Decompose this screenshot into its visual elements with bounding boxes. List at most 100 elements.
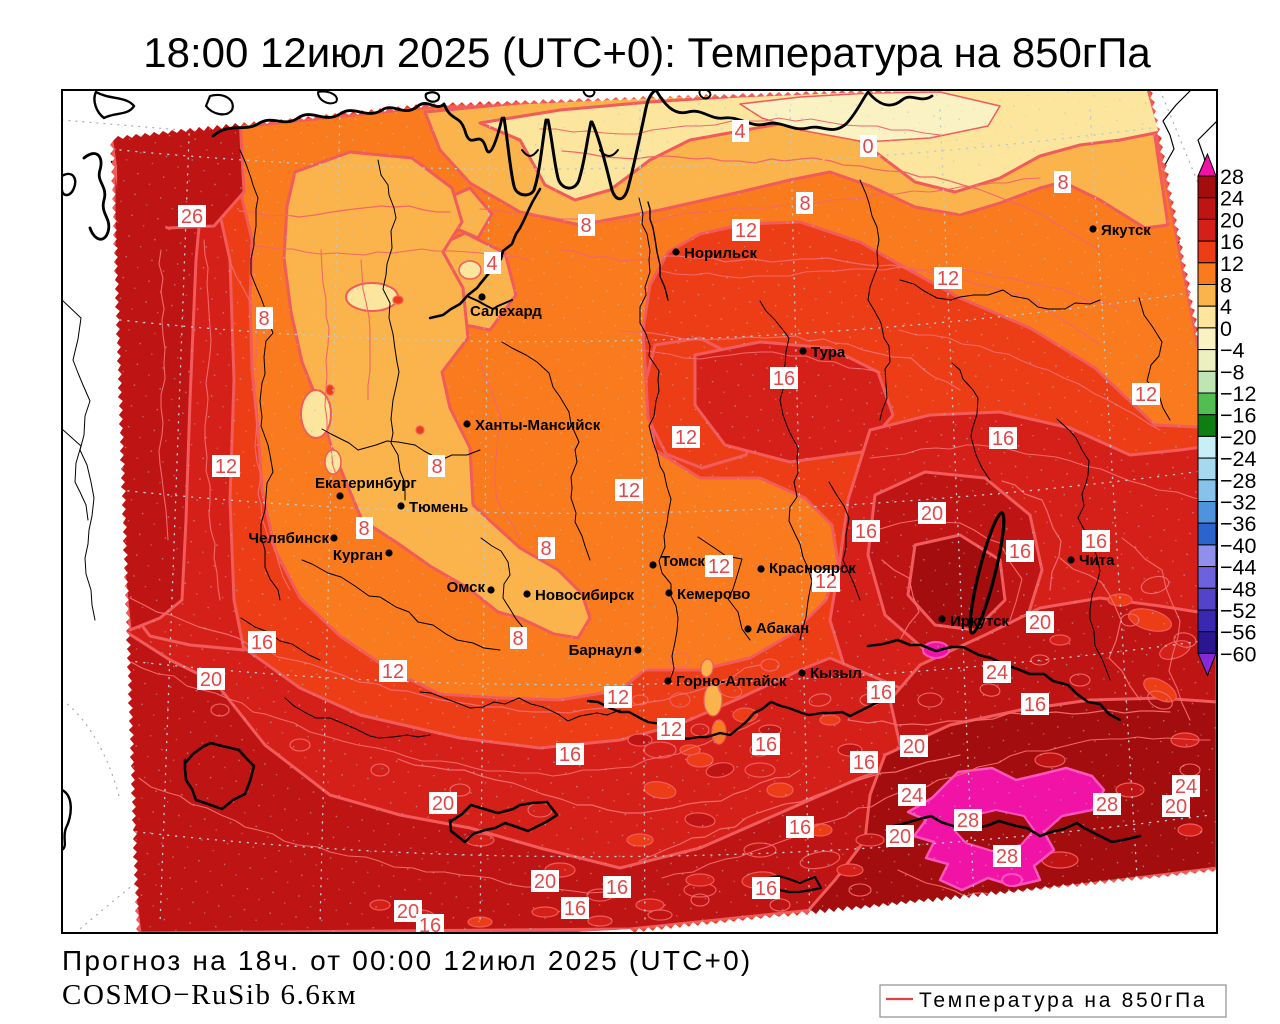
svg-text:−36: −36 (1220, 512, 1257, 536)
svg-text:20: 20 (432, 793, 454, 815)
svg-text:12: 12 (607, 687, 629, 709)
svg-text:16: 16 (789, 817, 811, 839)
svg-text:4: 4 (734, 121, 745, 143)
svg-text:−12: −12 (1220, 382, 1256, 406)
svg-text:12: 12 (660, 719, 682, 741)
svg-text:16: 16 (1024, 694, 1046, 716)
svg-text:−32: −32 (1220, 491, 1256, 515)
svg-text:28: 28 (1096, 794, 1118, 816)
svg-text:−16: −16 (1220, 404, 1257, 428)
svg-text:8: 8 (540, 538, 551, 560)
svg-text:−40: −40 (1220, 534, 1257, 558)
svg-text:Ханты-Мансийск: Ханты-Мансийск (475, 417, 601, 434)
svg-text:28: 28 (996, 846, 1018, 868)
svg-text:20: 20 (534, 871, 556, 893)
svg-text:0: 0 (862, 136, 873, 158)
svg-text:Норильск: Норильск (684, 245, 757, 262)
svg-text:28: 28 (957, 810, 979, 832)
svg-text:8: 8 (358, 518, 369, 540)
svg-text:24: 24 (1175, 776, 1197, 798)
svg-text:12: 12 (937, 268, 959, 290)
svg-text:Иркутск: Иркутск (950, 613, 1009, 630)
svg-text:8: 8 (1220, 274, 1232, 298)
svg-text:12: 12 (215, 456, 237, 478)
svg-text:Прогноз на 18ч. от 00:00 12июл: Прогноз на 18ч. от 00:00 12июл 2025 (UTC… (62, 945, 752, 976)
svg-text:Чита: Чита (1079, 552, 1115, 569)
svg-text:24: 24 (986, 662, 1008, 684)
svg-text:16: 16 (606, 877, 628, 899)
svg-text:8: 8 (258, 308, 269, 330)
svg-text:Омск: Омск (447, 579, 486, 596)
svg-text:20: 20 (200, 669, 222, 691)
svg-text:−60: −60 (1220, 642, 1257, 666)
svg-text:12: 12 (675, 427, 697, 449)
svg-text:20: 20 (1165, 796, 1187, 818)
svg-text:Тура: Тура (811, 344, 846, 361)
svg-text:−20: −20 (1220, 425, 1257, 449)
svg-text:16: 16 (855, 521, 877, 543)
svg-text:Температура на 850гПа: Температура на 850гПа (919, 989, 1207, 1012)
svg-text:Челябинск: Челябинск (248, 530, 329, 547)
svg-text:COSMO−RuSib 6.6км: COSMO−RuSib 6.6км (62, 979, 357, 1011)
svg-text:−28: −28 (1220, 469, 1257, 493)
svg-text:Горно-Алтайск: Горно-Алтайск (676, 673, 787, 690)
svg-text:8: 8 (799, 193, 810, 215)
svg-text:16: 16 (1085, 531, 1107, 553)
svg-text:Барнаул: Барнаул (569, 642, 632, 659)
svg-text:16: 16 (755, 734, 777, 756)
svg-text:8: 8 (431, 456, 442, 478)
svg-text:16: 16 (755, 878, 777, 900)
svg-text:16: 16 (870, 682, 892, 704)
svg-text:Абакан: Абакан (756, 620, 809, 637)
svg-text:24: 24 (901, 785, 923, 807)
svg-text:−24: −24 (1220, 447, 1257, 471)
svg-text:12: 12 (1135, 384, 1157, 406)
svg-text:24: 24 (1220, 187, 1244, 211)
svg-text:−48: −48 (1220, 577, 1257, 601)
svg-text:12: 12 (815, 571, 837, 593)
svg-text:16: 16 (992, 428, 1014, 450)
svg-text:16: 16 (1009, 541, 1031, 563)
svg-text:4: 4 (1220, 295, 1232, 319)
svg-text:20: 20 (921, 503, 943, 525)
svg-text:8: 8 (512, 628, 523, 650)
svg-text:16: 16 (1220, 230, 1244, 254)
svg-text:0: 0 (1220, 317, 1232, 341)
svg-text:20: 20 (889, 826, 911, 848)
svg-text:Екатеринбург: Екатеринбург (315, 475, 417, 492)
svg-text:20: 20 (1029, 612, 1051, 634)
svg-text:Тюмень: Тюмень (409, 499, 468, 516)
svg-text:16: 16 (559, 744, 581, 766)
svg-text:16: 16 (251, 632, 273, 654)
svg-text:−52: −52 (1220, 599, 1256, 623)
svg-text:Салехард: Салехард (470, 303, 542, 320)
svg-text:16: 16 (564, 898, 586, 920)
svg-text:8: 8 (1057, 172, 1068, 194)
svg-text:Якутск: Якутск (1101, 222, 1151, 239)
svg-text:4: 4 (486, 253, 497, 275)
svg-text:20: 20 (1220, 208, 1244, 232)
svg-text:26: 26 (181, 206, 203, 228)
svg-text:Курган: Курган (333, 547, 383, 564)
svg-text:−8: −8 (1220, 360, 1245, 384)
svg-text:12: 12 (618, 480, 640, 502)
svg-text:Кызыл: Кызыл (810, 665, 862, 682)
svg-text:−4: −4 (1220, 339, 1245, 363)
svg-text:20: 20 (397, 901, 419, 923)
svg-text:Новосибирск: Новосибирск (535, 587, 635, 604)
svg-text:−44: −44 (1220, 556, 1257, 580)
svg-text:28: 28 (1220, 165, 1244, 189)
svg-text:16: 16 (773, 368, 795, 390)
svg-text:16: 16 (419, 915, 441, 937)
svg-text:16: 16 (853, 752, 875, 774)
svg-text:Томск: Томск (661, 553, 705, 570)
svg-text:8: 8 (580, 215, 591, 237)
svg-text:18:00 12июл 2025 (UTC+0): Темп: 18:00 12июл 2025 (UTC+0): Температура на… (143, 29, 1151, 76)
svg-text:Красноярск: Красноярск (769, 560, 856, 577)
svg-text:Кемерово: Кемерово (677, 586, 750, 603)
svg-text:12: 12 (382, 661, 404, 683)
svg-text:12: 12 (1220, 252, 1244, 276)
svg-text:12: 12 (708, 556, 730, 578)
svg-text:−56: −56 (1220, 621, 1257, 645)
svg-text:12: 12 (735, 220, 757, 242)
